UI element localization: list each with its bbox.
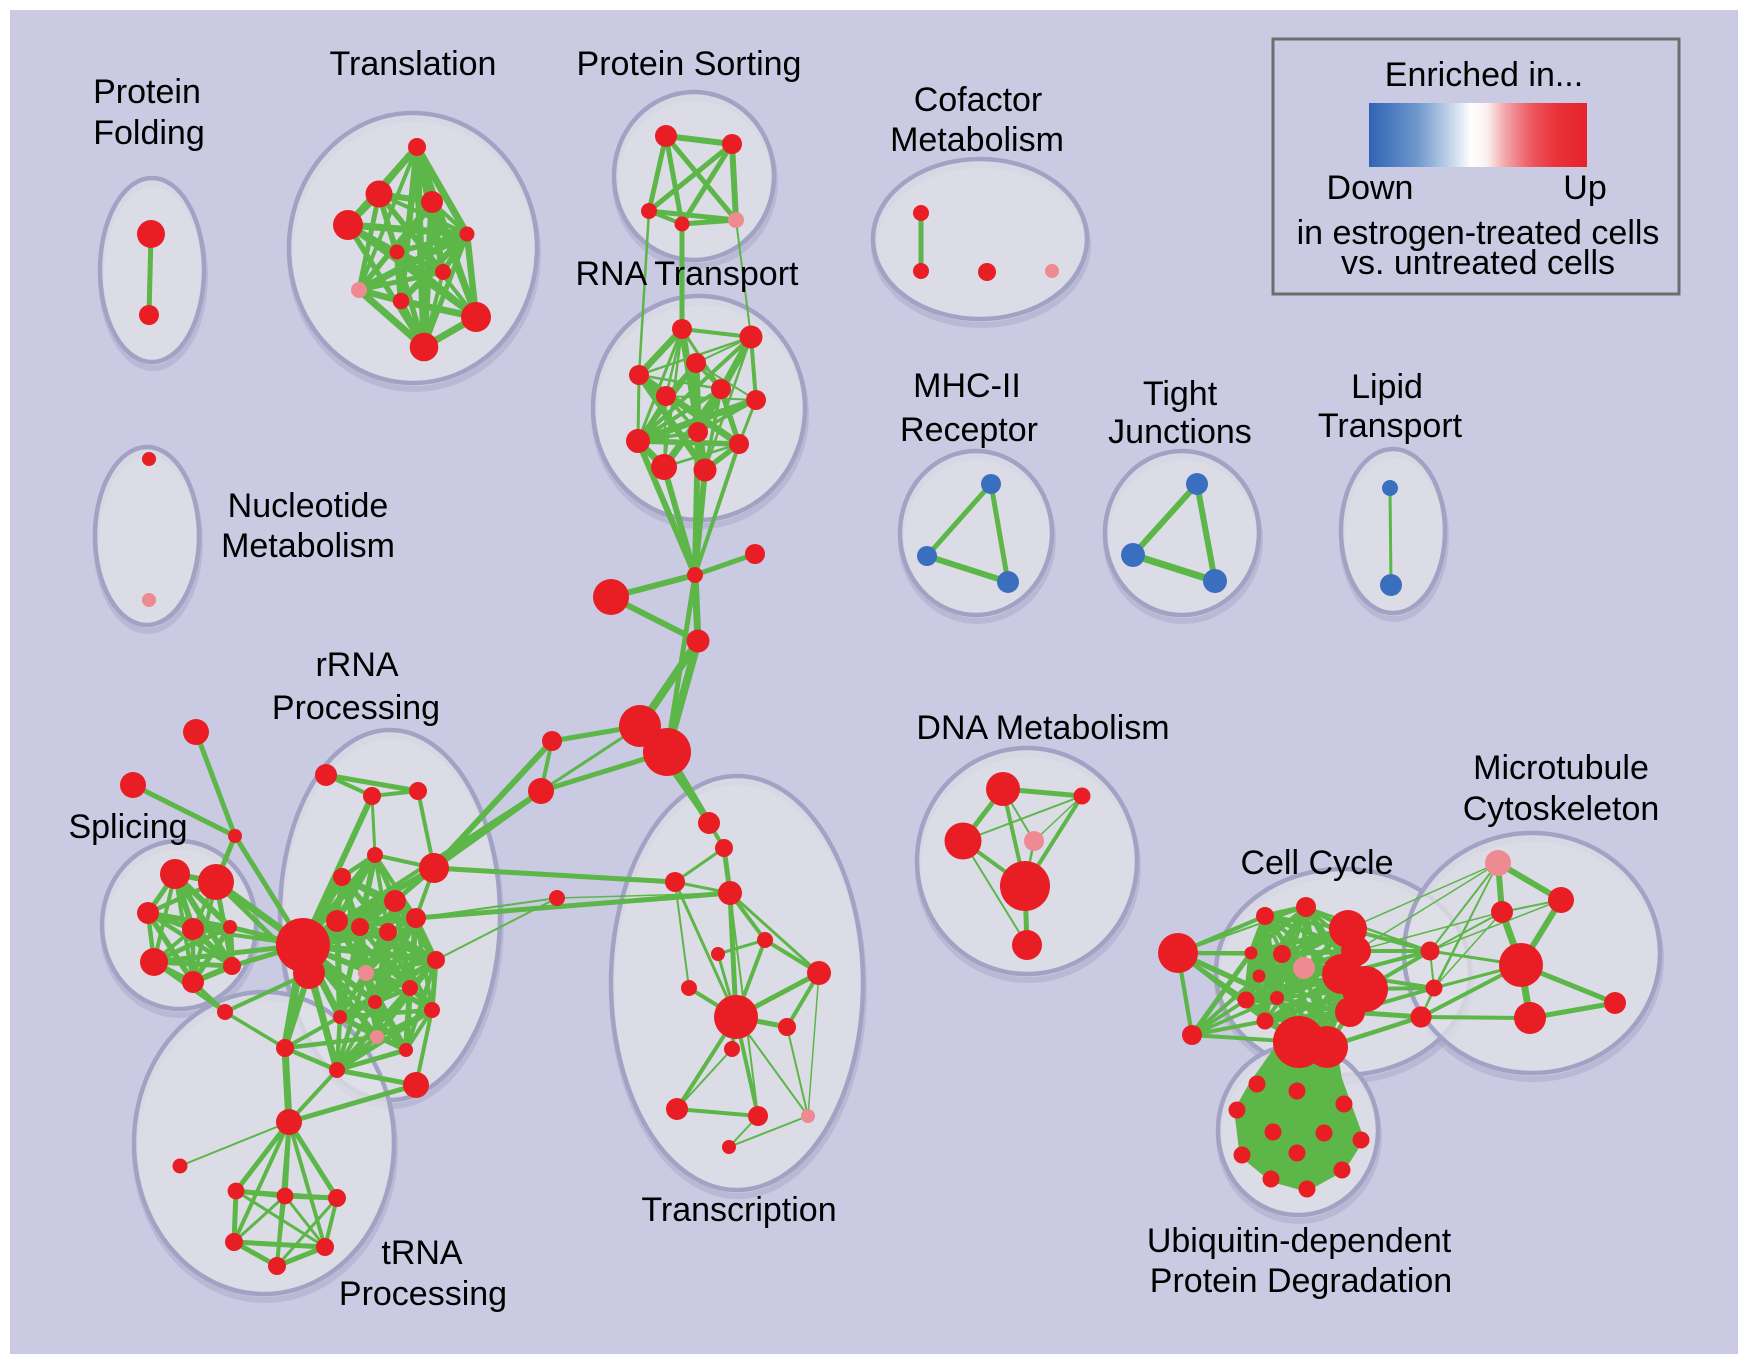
svg-text:Cofactor: Cofactor — [914, 81, 1043, 119]
svg-text:Translation: Translation — [330, 45, 497, 83]
svg-text:Lipid: Lipid — [1351, 368, 1423, 406]
svg-text:Junctions: Junctions — [1108, 413, 1252, 451]
svg-text:RNA Transport: RNA Transport — [576, 255, 800, 293]
svg-text:Protein Degradation: Protein Degradation — [1150, 1262, 1452, 1300]
svg-text:Transcription: Transcription — [641, 1191, 836, 1229]
svg-text:Protein: Protein — [93, 73, 201, 111]
svg-text:rRNA: rRNA — [315, 646, 398, 684]
svg-text:Tight: Tight — [1143, 375, 1218, 413]
svg-text:Processing: Processing — [272, 689, 440, 727]
svg-text:Nucleotide: Nucleotide — [228, 487, 389, 525]
svg-text:Transport: Transport — [1318, 407, 1463, 445]
svg-text:DNA Metabolism: DNA Metabolism — [916, 709, 1169, 747]
svg-text:Processing: Processing — [339, 1275, 507, 1313]
svg-text:Down: Down — [1327, 169, 1414, 207]
svg-text:Folding: Folding — [93, 114, 205, 152]
svg-text:Up: Up — [1563, 169, 1606, 207]
svg-text:vs. untreated cells: vs. untreated cells — [1341, 244, 1615, 282]
svg-text:tRNA: tRNA — [381, 1234, 463, 1272]
svg-text:Cell Cycle: Cell Cycle — [1240, 844, 1393, 882]
svg-text:MHC-II: MHC-II — [913, 367, 1021, 405]
svg-text:Protein Sorting: Protein Sorting — [577, 45, 802, 83]
svg-text:Cytoskeleton: Cytoskeleton — [1463, 790, 1660, 828]
svg-text:Receptor: Receptor — [900, 411, 1038, 449]
svg-text:Metabolism: Metabolism — [890, 121, 1064, 159]
svg-text:Enriched in...: Enriched in... — [1385, 56, 1583, 94]
svg-text:Ubiquitin-dependent: Ubiquitin-dependent — [1147, 1222, 1452, 1260]
svg-text:Microtubule: Microtubule — [1473, 749, 1649, 787]
svg-text:Splicing: Splicing — [68, 808, 187, 846]
svg-text:in estrogen-treated cells: in estrogen-treated cells — [1297, 214, 1660, 252]
svg-text:Metabolism: Metabolism — [221, 527, 395, 565]
